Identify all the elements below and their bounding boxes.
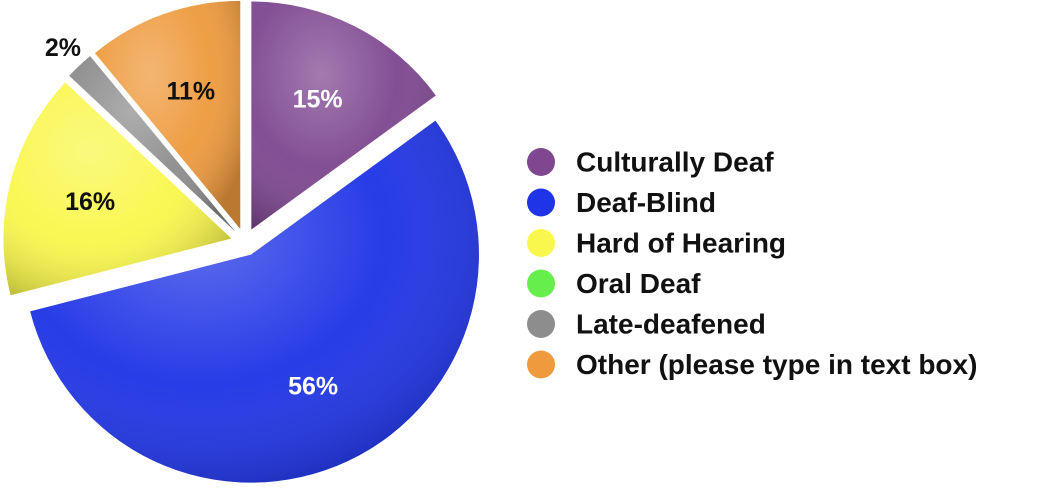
legend-label: Late-deafened bbox=[576, 309, 766, 340]
pie-slice-other-please-type-in-text-box-shading bbox=[94, 0, 241, 229]
legend: Culturally Deaf Deaf-Blind Hard of Hearing… bbox=[527, 147, 977, 380]
legend-label: Deaf-Blind bbox=[576, 187, 716, 218]
data-label-other-please-type-in-text-box: 11% bbox=[166, 78, 215, 106]
legend-swatch bbox=[527, 229, 555, 257]
legend-label: Other (please type in text box) bbox=[576, 349, 977, 380]
data-label-deaf-blind: 56% bbox=[288, 373, 338, 401]
pie-slice-late-deafened-shading bbox=[69, 56, 236, 232]
legend-swatch bbox=[527, 310, 555, 338]
legend-label: Hard of Hearing bbox=[576, 228, 786, 259]
legend-item-oral-deaf: Oral Deaf bbox=[527, 268, 701, 299]
legend-item-late-deafened: Late-deafened bbox=[527, 309, 766, 340]
legend-label: Culturally Deaf bbox=[576, 147, 774, 178]
legend-label: Oral Deaf bbox=[576, 268, 701, 299]
pie-slice-hard-of-hearing-shading bbox=[3, 82, 232, 296]
data-label-hard-of-hearing: 16% bbox=[65, 188, 115, 216]
pie-slice-culturally-deaf-shading bbox=[251, 1, 436, 230]
legend-item-culturally-deaf: Culturally Deaf bbox=[527, 147, 774, 178]
pie-data-labels: 15% 56% 16% 2% 11% bbox=[45, 34, 343, 401]
legend-item-deaf-blind: Deaf-Blind bbox=[527, 187, 716, 218]
data-label-culturally-deaf: 15% bbox=[293, 86, 343, 114]
legend-swatch bbox=[527, 148, 555, 176]
pie-slices bbox=[3, 0, 479, 483]
legend-item-other-please-type-in-text-box: Other (please type in text box) bbox=[527, 349, 977, 380]
legend-item-hard-of-hearing: Hard of Hearing bbox=[527, 228, 786, 259]
legend-swatch bbox=[527, 269, 555, 298]
pie-slice-deaf-blind-shading bbox=[30, 120, 479, 483]
legend-swatch bbox=[527, 188, 555, 217]
data-label-late-deafened: 2% bbox=[45, 34, 81, 62]
legend-swatch bbox=[527, 350, 555, 379]
